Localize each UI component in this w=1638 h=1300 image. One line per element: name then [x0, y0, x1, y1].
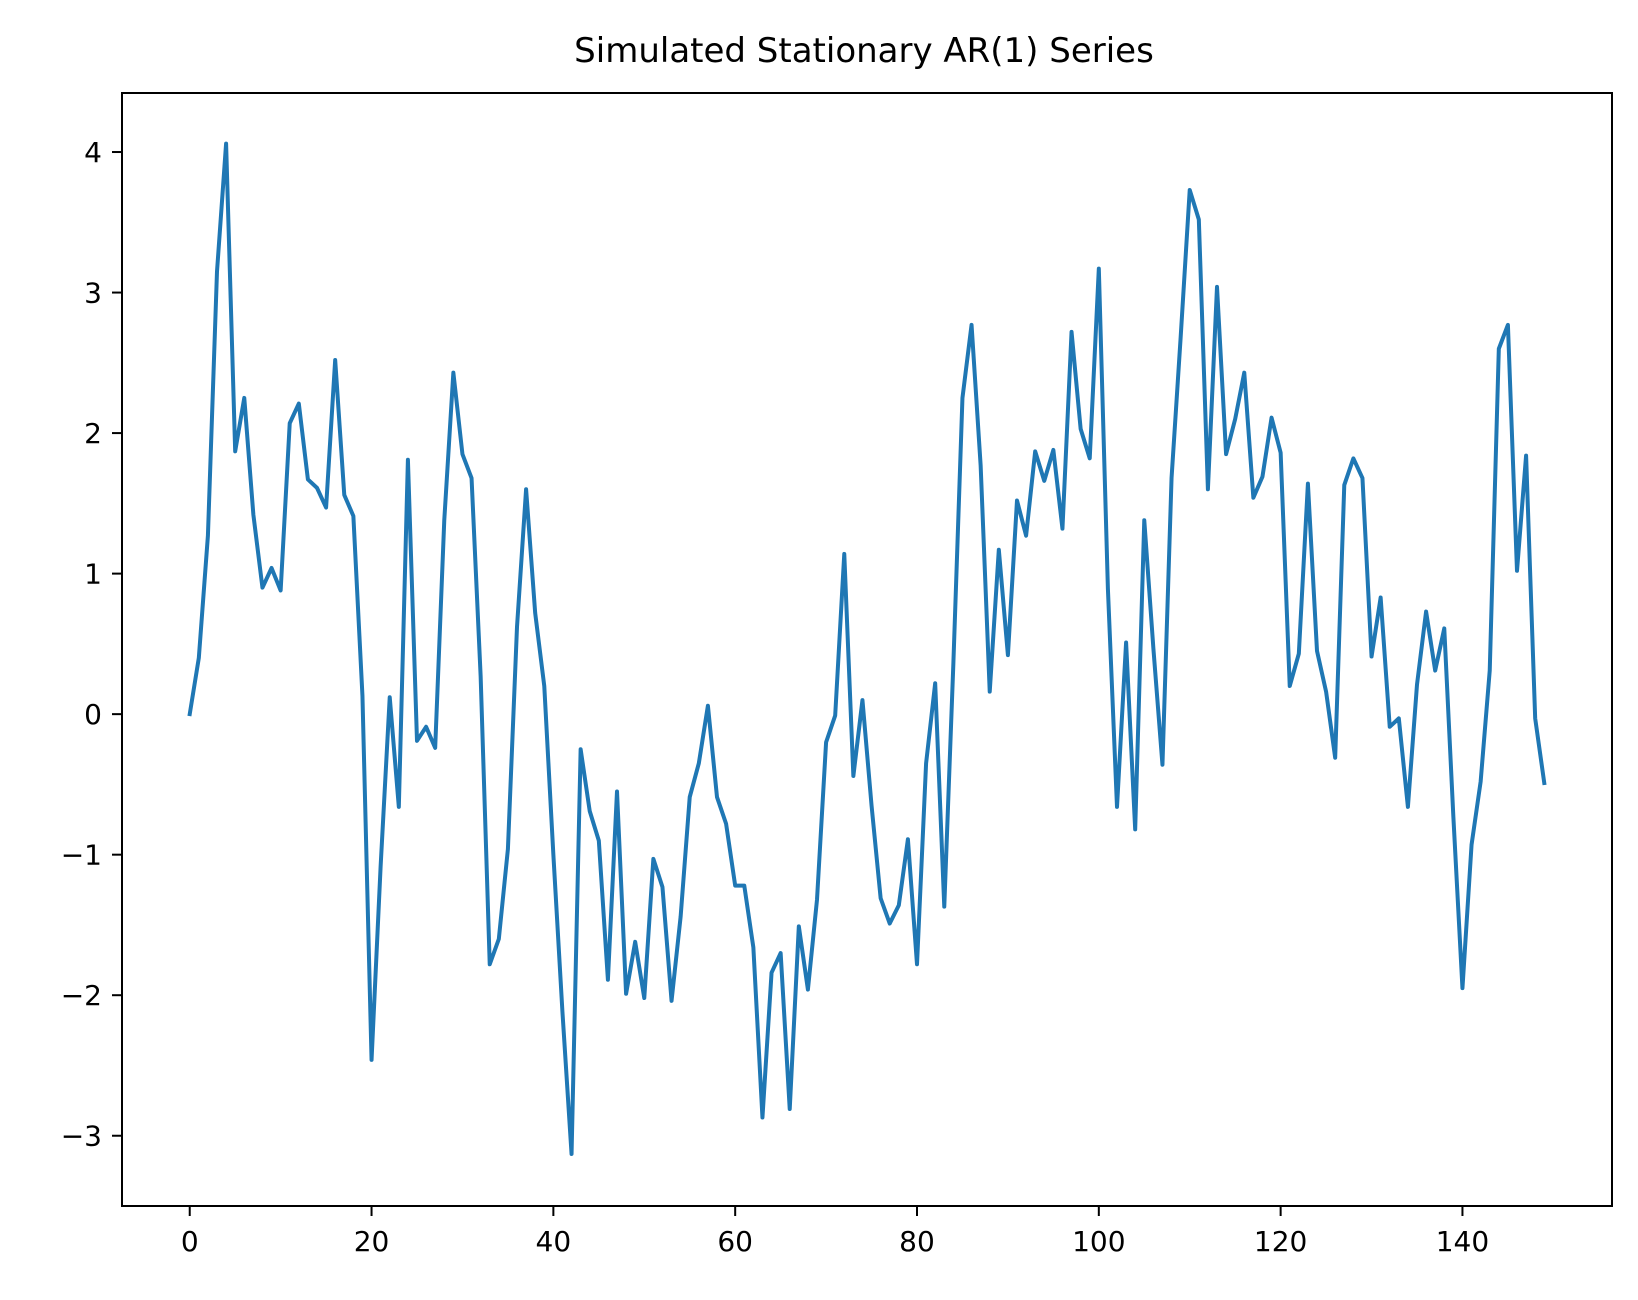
y-tick-label: 2 — [84, 417, 102, 450]
x-tick-label: 60 — [717, 1225, 753, 1258]
y-tick-label: 1 — [84, 558, 102, 591]
plot-frame — [121, 92, 1613, 1207]
x-axis: 0 20 40 60 80 100 120 140 — [181, 1206, 1489, 1258]
y-axis: −3 −2 −1 0 1 2 3 4 — [61, 136, 122, 1153]
plot-area — [187, 141, 1547, 1156]
x-tick-label: 40 — [536, 1225, 572, 1258]
x-tick-label: 0 — [181, 1225, 199, 1258]
y-tick-label: −2 — [61, 979, 102, 1012]
x-tick-label: 100 — [1072, 1225, 1125, 1258]
x-tick-label: 20 — [354, 1225, 390, 1258]
x-tick-label: 120 — [1254, 1225, 1307, 1258]
x-tick-label: 140 — [1436, 1225, 1489, 1258]
y-tick-label: 4 — [84, 136, 102, 169]
series-line-0 — [187, 141, 1547, 1156]
y-tick-label: 0 — [84, 698, 102, 731]
chart-title: Simulated Stationary AR(1) Series — [574, 31, 1154, 71]
x-tick-label: 80 — [899, 1225, 935, 1258]
y-tick-label: 3 — [84, 277, 102, 310]
y-tick-label: −1 — [61, 839, 102, 872]
y-tick-label: −3 — [61, 1120, 102, 1153]
